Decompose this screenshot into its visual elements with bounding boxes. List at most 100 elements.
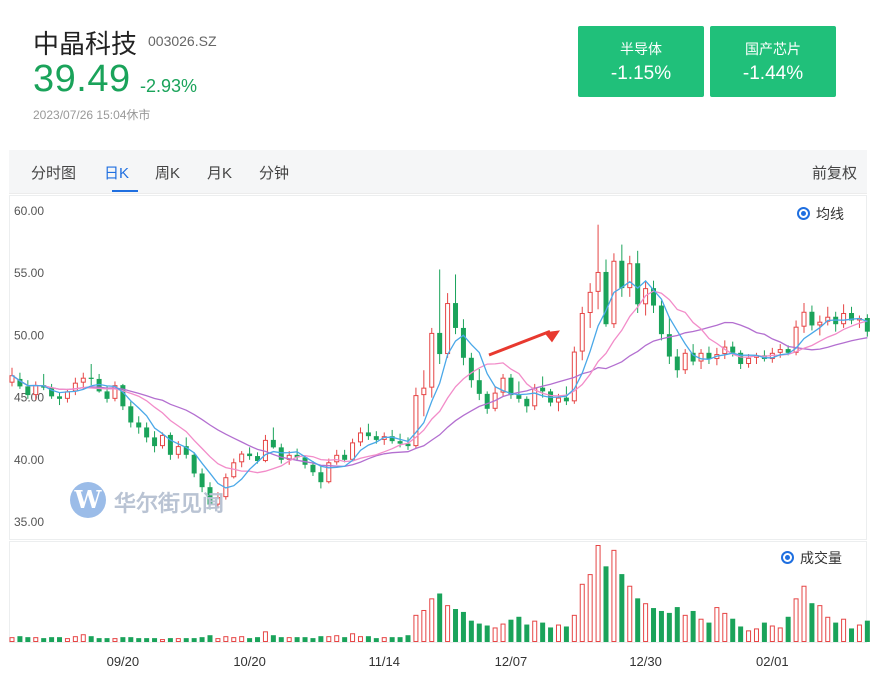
candle-body	[429, 332, 435, 388]
candle-body	[413, 395, 419, 447]
volume-bar	[753, 628, 759, 642]
volume-legend-label: 成交量	[800, 550, 842, 566]
candle-body	[635, 263, 641, 305]
volume-bar	[49, 637, 55, 642]
candle-body	[746, 357, 752, 365]
candle-body	[809, 311, 815, 326]
volume-bar	[72, 636, 78, 642]
x-tick-label: 02/01	[756, 654, 789, 669]
sector-change: -1.44%	[742, 63, 804, 84]
forward-adjust-toggle[interactable]: 前复权	[811, 165, 857, 182]
candle-body	[294, 454, 300, 458]
candle-body	[255, 456, 261, 462]
tab-monthly-k[interactable]: 月K	[207, 165, 233, 182]
volume-bar	[278, 637, 284, 642]
candle-body	[421, 387, 427, 396]
volume-bar	[548, 627, 554, 642]
volume-bar	[104, 638, 110, 642]
candle-body	[389, 436, 395, 442]
volume-bar	[41, 638, 47, 642]
volume-bar	[635, 598, 641, 642]
volume-bar	[809, 603, 815, 642]
candle-body	[619, 260, 625, 289]
volume-bar	[476, 623, 482, 642]
volume-panel	[9, 541, 867, 643]
volume-bar	[144, 638, 150, 642]
volume-bar	[373, 638, 379, 642]
watermark-text: 华尔街见闻	[114, 491, 225, 517]
tab-weekly-k[interactable]: 周K	[155, 165, 181, 182]
candle-body	[96, 378, 102, 392]
volume-bar	[468, 620, 474, 642]
volume-bar	[563, 626, 569, 642]
candle-body	[152, 437, 158, 447]
candle-body	[183, 446, 189, 455]
volume-bar	[136, 638, 142, 642]
volume-bar	[96, 638, 102, 642]
volume-bar	[183, 638, 189, 642]
volume-bar	[555, 624, 561, 642]
ma-legend[interactable]: 均线	[797, 204, 844, 224]
annotation-arrow-shaft	[488, 330, 551, 357]
volume-bar	[389, 637, 395, 642]
candle-body	[215, 497, 221, 505]
volume-bar	[405, 635, 411, 642]
volume-bar	[397, 637, 403, 642]
volume-bar	[856, 624, 862, 642]
ma5-line	[11, 279, 868, 489]
candle-body	[397, 441, 403, 444]
volume-bar	[706, 622, 712, 642]
candle-body	[468, 357, 474, 381]
volume-bar	[595, 545, 601, 642]
candle-body	[627, 263, 633, 289]
candle-body	[666, 334, 672, 357]
candle-body	[199, 473, 205, 488]
candle-body	[104, 391, 110, 399]
volume-bar	[262, 631, 268, 643]
candle-body	[563, 397, 569, 402]
volume-bar	[207, 635, 213, 642]
ma10-line	[11, 290, 868, 474]
volume-bar	[864, 620, 870, 642]
tab-timeshare[interactable]: 分时图	[31, 165, 77, 182]
tab-daily-k[interactable]: 日K	[104, 165, 130, 182]
volume-bar	[413, 614, 419, 643]
tab-minute[interactable]: 分钟	[259, 165, 290, 182]
candle-body	[817, 321, 823, 326]
volume-bar	[223, 636, 229, 642]
sector-card-semiconductor[interactable]: 半导体 -1.15%	[578, 26, 704, 97]
volume-bar	[159, 639, 165, 643]
annotation-arrow-head	[544, 330, 560, 343]
candle-body	[175, 446, 181, 455]
volume-bar	[666, 612, 672, 642]
volume-bar	[516, 616, 522, 642]
volume-bar	[540, 622, 546, 642]
volume-bar	[674, 607, 680, 642]
volume-bar	[334, 635, 340, 643]
candle-body	[270, 439, 276, 448]
volume-bar	[841, 618, 847, 642]
candle-body	[144, 427, 150, 438]
volume-bar	[128, 637, 134, 642]
volume-bar	[255, 637, 261, 642]
candle-body	[841, 313, 847, 325]
volume-bar	[722, 612, 728, 643]
sector-name: 半导体	[620, 41, 662, 57]
volume-legend[interactable]: 成交量	[781, 548, 842, 568]
candle-body	[738, 352, 744, 365]
candle-body	[57, 396, 63, 399]
volume-bar	[33, 637, 39, 643]
candle-body	[112, 385, 118, 399]
candle-body	[207, 487, 213, 505]
sector-card-domestic-chip[interactable]: 国产芯片 -1.44%	[710, 26, 836, 97]
candle-body	[167, 434, 173, 455]
volume-bar	[191, 638, 197, 642]
volume-bar	[769, 625, 775, 643]
candle-body	[357, 432, 363, 443]
x-tick-label: 10/20	[233, 654, 266, 669]
candle-body	[405, 443, 411, 447]
volume-bar	[247, 638, 253, 642]
volume-bar	[587, 574, 593, 642]
stock-name: 中晶科技	[33, 29, 138, 59]
